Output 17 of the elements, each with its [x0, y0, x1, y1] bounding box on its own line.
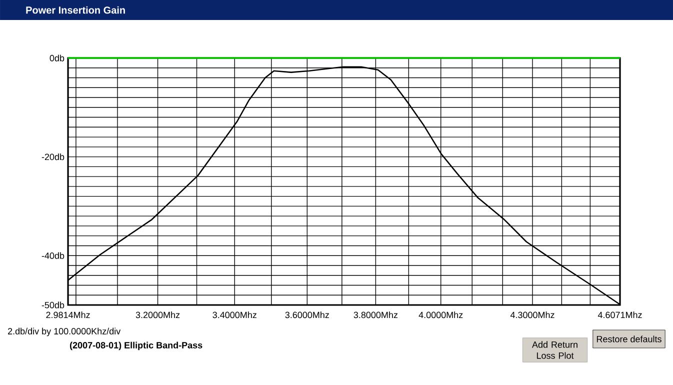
x-tick-label: 2.9814Mhz [46, 312, 90, 318]
y-tick-label: -50db [42, 302, 64, 308]
text: 2.db/div by 100.0000Khz/div [8, 328, 121, 336]
x-tick-label: 3.8000Mhz [354, 312, 398, 318]
x-tick-label: 3.4000Mhz [212, 312, 256, 318]
chart-title: Power Insertion Gain [26, 6, 125, 14]
y-tick-label: -40db [42, 252, 64, 259]
x-tick-label: 4.0000Mhz [418, 312, 463, 318]
y-tick-label: 0db [50, 54, 64, 62]
text: Add Return Loss Plot [532, 341, 578, 359]
x-tick-label: 4.3000Mhz [510, 312, 554, 318]
y-tick-label: -20db [42, 153, 64, 160]
x-tick-label: 4.6071Mhz [598, 312, 642, 318]
text: (2007-08-01) Elliptic Band-Pass [70, 342, 202, 350]
text: Restore defaults [596, 336, 662, 342]
x-tick-label: 3.2000Mhz [136, 312, 180, 318]
x-tick-label: 3.6000Mhz [285, 312, 329, 318]
